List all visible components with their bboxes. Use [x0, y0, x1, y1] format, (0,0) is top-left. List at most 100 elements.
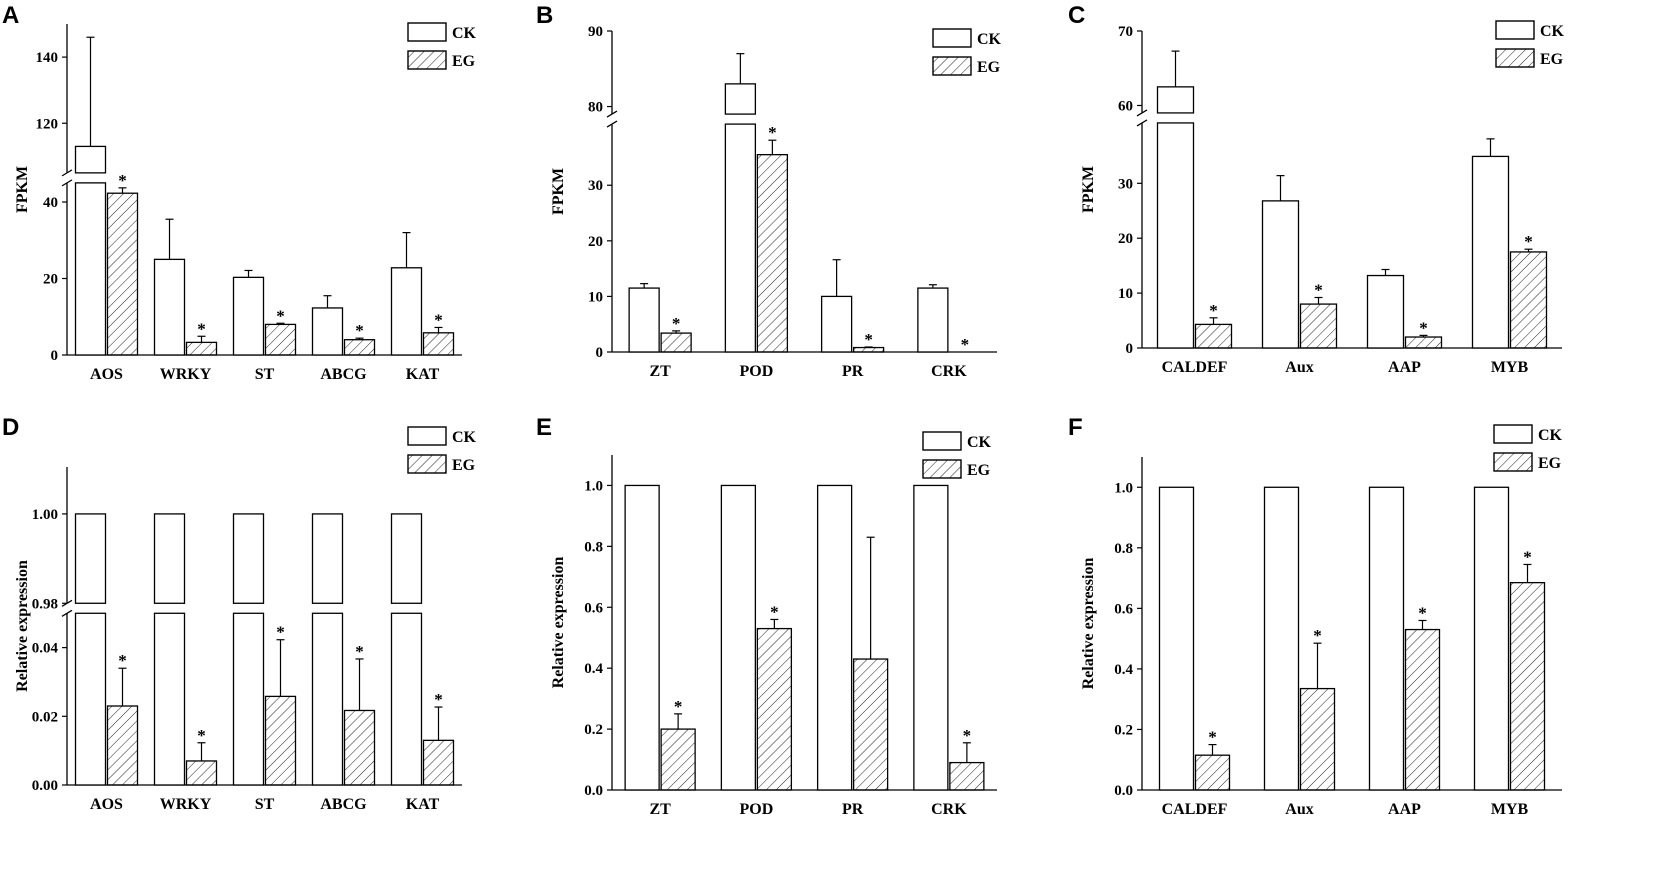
x-tick-label: PR [842, 801, 864, 818]
y-tick-label: 0.04 [32, 641, 59, 657]
y-axis-label: FPKM [550, 168, 567, 215]
x-tick-label: KAT [406, 796, 440, 813]
x-tick-label: POD [739, 363, 773, 380]
y-tick-label: 0.0 [1114, 783, 1133, 799]
legend-swatch-ck [932, 28, 972, 48]
y-tick-label: 1.00 [32, 507, 58, 523]
legend-label-ck: CK [967, 434, 992, 451]
panel-label-e: E [536, 414, 553, 441]
x-tick-label: WRKY [160, 366, 212, 383]
x-tick-label: AAP [1388, 801, 1421, 818]
bar-ck-pr [816, 484, 853, 791]
y-tick-label: 0.00 [32, 778, 58, 794]
x-tick-label: MYB [1491, 801, 1529, 818]
x-tick-label: AOS [90, 796, 123, 813]
bar-eg-st [264, 695, 297, 786]
significance-marker: * [1418, 603, 1427, 622]
x-tick-label: MYB [1491, 359, 1529, 376]
significance-marker: * [864, 330, 873, 349]
bar-ck-zt [624, 484, 660, 791]
bar-eg-zt [660, 728, 696, 791]
bar-eg-kat [422, 332, 455, 356]
panel-label-c: C [1068, 2, 1086, 29]
y-tick-label: 0.0 [584, 783, 603, 799]
bar-eg-caldef [1194, 323, 1233, 349]
y-tick-label: 0.4 [584, 661, 603, 677]
bar-ck-aos-lower [74, 612, 107, 786]
significance-marker: * [672, 314, 681, 333]
chart-a: 0 20 40 120 140 FPKM * AOS * WRKY * ST * ABCG * KAT CK EG [14, 22, 477, 383]
bar-break-gap [311, 604, 344, 613]
x-tick-label: PR [842, 363, 864, 380]
axis-break-mark [61, 169, 73, 177]
y-tick-label: 20 [588, 234, 603, 250]
bar-ck-crk [913, 484, 949, 791]
bar-ck-myb [1473, 486, 1510, 791]
significance-marker: * [197, 726, 206, 745]
legend-swatch-eg [1495, 48, 1535, 68]
x-tick-label: AAP [1388, 359, 1421, 376]
significance-marker: * [961, 335, 970, 354]
legend-swatch-eg [932, 56, 972, 76]
legend-label-ck: CK [977, 31, 1002, 48]
axis-break-mark [606, 120, 618, 128]
legend-swatch-eg [407, 454, 447, 474]
bar-eg-wrky [185, 760, 218, 786]
y-axis-label: Relative expression [14, 560, 31, 692]
bar-eg-aux [1299, 303, 1338, 349]
bar-eg-wrky [185, 341, 218, 356]
legend-swatch-ck [1493, 424, 1533, 444]
bar-ck-aap [1366, 274, 1405, 349]
bar-ck-abcg [311, 307, 344, 356]
axis-break-mark [606, 110, 618, 118]
x-tick-label: Aux [1285, 801, 1313, 818]
bar-eg-pod [756, 154, 789, 353]
y-tick-label: 0 [596, 345, 604, 361]
bar-eg-myb [1509, 251, 1548, 349]
y-tick-label: 0 [1126, 341, 1134, 357]
bar-ck-pr [820, 295, 853, 353]
bar-eg-zt [660, 332, 692, 353]
legend-label-eg: EG [967, 462, 991, 479]
chart-f: 0.0 0.2 0.4 0.6 0.8 1.0 Relative expression * CA… [1080, 424, 1563, 818]
bar-eg-aap [1404, 336, 1443, 349]
axis-break-mark [1136, 119, 1148, 127]
y-axis-label: FPKM [1080, 166, 1097, 213]
y-tick-label: 1.0 [584, 478, 603, 494]
bar-ck-aux [1261, 200, 1300, 349]
y-tick-label: 0.2 [1114, 722, 1133, 738]
y-tick-label: 0.8 [584, 539, 603, 555]
bar-eg-crk [949, 761, 985, 791]
y-tick-label: 140 [36, 50, 59, 66]
legend-label-eg: EG [452, 457, 476, 474]
bar-break-gap [74, 173, 107, 182]
y-tick-label: 60 [1118, 98, 1133, 114]
y-tick-label: 0.6 [1114, 601, 1133, 617]
x-tick-label: ST [255, 796, 275, 813]
axis-break-mark [1136, 109, 1148, 117]
significance-marker: * [674, 697, 683, 716]
x-tick-label: ABCG [320, 366, 367, 383]
x-tick-label: CALDEF [1162, 359, 1228, 376]
significance-marker: * [434, 690, 443, 709]
bar-break-gap [390, 604, 423, 613]
bar-ck-aux [1263, 486, 1300, 791]
significance-marker: * [355, 642, 364, 661]
x-tick-label: ABCG [320, 796, 367, 813]
y-tick-label: 0.4 [1114, 662, 1133, 678]
y-tick-label: 70 [1118, 24, 1133, 40]
bar-ck-zt [628, 287, 660, 353]
y-tick-label: 10 [588, 289, 603, 305]
significance-marker: * [1314, 280, 1323, 299]
legend-swatch-ck [407, 426, 447, 446]
chart-e: 0.0 0.2 0.4 0.6 0.8 1.0 Relative expression * ZT… [550, 431, 997, 818]
axis-break-mark [61, 179, 73, 187]
y-tick-label: 1.0 [1114, 480, 1133, 496]
bar-break-gap [74, 604, 107, 613]
significance-marker: * [1524, 232, 1533, 251]
panel-label-b: B [536, 2, 554, 29]
bar-ck-st [232, 513, 265, 604]
bar-eg-aos [106, 192, 139, 356]
x-tick-label: CALDEF [1162, 801, 1228, 818]
